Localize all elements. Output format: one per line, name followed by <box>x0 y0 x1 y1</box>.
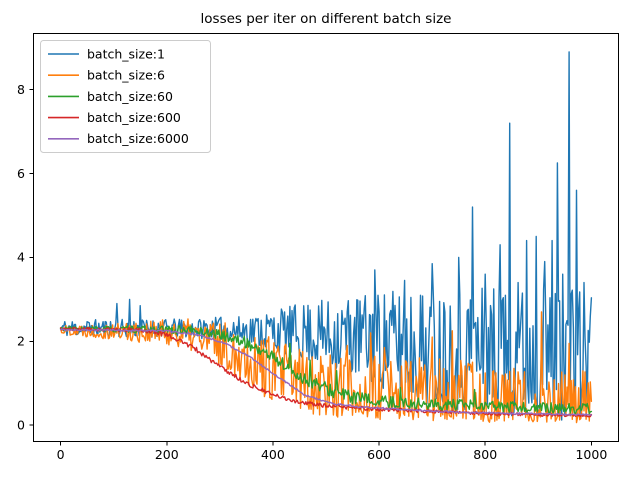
x-tick-label-0: 0 <box>57 447 65 462</box>
legend-label-batch-size-600: batch_size:600 <box>87 110 181 125</box>
chart-series-group <box>59 51 593 424</box>
series-line-batch-size-6 <box>59 311 593 424</box>
y-tick-label-2: 2 <box>17 334 25 349</box>
x-tick-label-1000: 1000 <box>575 447 607 462</box>
legend-label-batch-size-6000: batch_size:6000 <box>87 131 189 146</box>
x-tick-label-600: 600 <box>367 447 391 462</box>
legend-frame <box>40 40 211 153</box>
legend-item-batch-size-1: batch_size:1 <box>48 46 165 61</box>
series-line-batch-size-6000 <box>59 328 593 416</box>
y-tick-label-4: 4 <box>17 250 25 265</box>
plot-frame <box>33 33 619 442</box>
y-tick-label-0: 0 <box>17 418 25 433</box>
legend-label-batch-size-1: batch_size:1 <box>87 46 165 61</box>
legend-item-batch-size-60: batch_size:60 <box>48 89 173 104</box>
legend-label-batch-size-6: batch_size:6 <box>87 68 165 83</box>
chart-legend-group: batch_size:1 batch_size:6 batch_size:60bat… <box>40 40 211 153</box>
x-tick-label-200: 200 <box>155 447 179 462</box>
y-tick-label-8: 8 <box>17 82 25 97</box>
y-tick-label-6: 6 <box>17 166 25 181</box>
chart-axes-group: 0 200 400 600 800 1000 0 2 4 6 8 <box>17 33 619 462</box>
legend-item-batch-size-600: batch_size:600 <box>48 110 181 125</box>
x-tick-label-800: 800 <box>473 447 497 462</box>
legend-item-batch-size-6: batch_size:6 <box>48 68 165 83</box>
x-tick-label-400: 400 <box>261 447 285 462</box>
legend-label-batch-size-60: batch_size:60 <box>87 89 173 104</box>
legend-item-batch-size-6000: batch_size:6000 <box>48 131 189 146</box>
chart-title: losses per iter on different batch size <box>201 11 452 27</box>
